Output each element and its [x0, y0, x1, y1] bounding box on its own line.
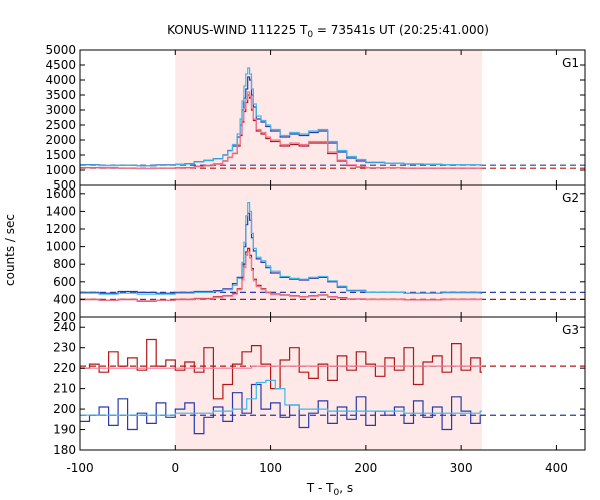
panel-g1-y-tick-label: 2000 — [45, 133, 76, 147]
panel-g1-series-pink — [80, 91, 483, 170]
panel-g1-y-tick-label: 1000 — [45, 163, 76, 177]
panel-g2-y-tick-label: 600 — [53, 275, 76, 289]
panel-g3-series-dark-red — [80, 338, 483, 400]
panel-g3-series-light-blue — [80, 379, 483, 416]
x-tick-label: -100 — [66, 461, 93, 475]
panel-g3-y-tick-label: 230 — [53, 341, 76, 355]
panel-g1-y-tick-label: 2500 — [45, 118, 76, 132]
panel-g2-y-tick-label: 200 — [53, 310, 76, 324]
panel-g3-series-pink — [80, 365, 483, 369]
panel-g2-series-light-blue — [80, 202, 483, 295]
chart-background — [175, 50, 483, 450]
panel-g2-y-tick-label: 1000 — [45, 240, 76, 254]
panel-g1-y-tick-label: 4500 — [45, 58, 76, 72]
x-axis-label: T - T0, s — [306, 481, 353, 498]
panel-g2-y-tick-label: 1400 — [45, 204, 76, 218]
panel-g3 — [80, 338, 585, 435]
panel-g1-y-tick-label: 4000 — [45, 73, 76, 87]
x-axis-label-main: T - T — [306, 481, 334, 495]
panel-g3-y-tick-label: 180 — [53, 443, 76, 457]
panel-g3-y-tick-label: 220 — [53, 361, 76, 375]
panel-g3-label: G3 — [562, 323, 579, 337]
chart-title-main: KONUS-WIND 111225 T — [167, 23, 308, 37]
panel-g2-series-pink — [80, 251, 483, 302]
panel-g1-y-tick-label: 3000 — [45, 103, 76, 117]
x-tick-label: 400 — [545, 461, 568, 475]
panel-g3-y-tick-label: 190 — [53, 423, 76, 437]
x-tick-label: 200 — [354, 461, 377, 475]
panel-g3-frame — [79, 316, 586, 451]
x-axis-label-subscript: 0 — [334, 488, 340, 498]
panel-g1-label: G1 — [562, 56, 579, 70]
panel-g2-label: G2 — [562, 191, 579, 205]
x-tick-label: 100 — [259, 461, 282, 475]
y-axis-label: counts / sec — [3, 214, 17, 286]
panel-g2 — [80, 202, 585, 302]
analysis-interval-band — [175, 50, 483, 450]
panel-g2-y-tick-label: 800 — [53, 257, 76, 271]
panel-g1-y-tick-label: 5000 — [45, 43, 76, 57]
x-tick-label: 0 — [171, 461, 179, 475]
chart-title-rest: = 73541s UT (20:25:41.000) — [313, 23, 489, 37]
chart-axes: G150010001500200025003000350040004500500… — [45, 43, 586, 475]
x-axis-label-rest: , s — [339, 481, 353, 495]
panel-g1-y-tick-label: 1500 — [45, 148, 76, 162]
x-tick-label: 300 — [450, 461, 473, 475]
panel-g1 — [80, 67, 585, 170]
panel-g3-y-tick-label: 240 — [53, 320, 76, 334]
panel-g1-y-tick-label: 500 — [53, 178, 76, 192]
panel-g1-y-tick-label: 3500 — [45, 88, 76, 102]
chart-title-subscript: 0 — [307, 30, 313, 40]
chart-title: KONUS-WIND 111225 T0 = 73541s UT (20:25:… — [167, 23, 489, 40]
panel-g2-y-tick-label: 1600 — [45, 187, 76, 201]
chart-plots — [80, 67, 585, 435]
panel-g1-series-light-blue — [80, 67, 483, 167]
panel-g2-y-tick-label: 400 — [53, 292, 76, 306]
panel-g2-y-tick-label: 1200 — [45, 222, 76, 236]
panel-g3-series-dark-blue — [80, 383, 483, 435]
panel-g3-y-tick-label: 200 — [53, 402, 76, 416]
panel-g3-y-tick-label: 210 — [53, 382, 76, 396]
